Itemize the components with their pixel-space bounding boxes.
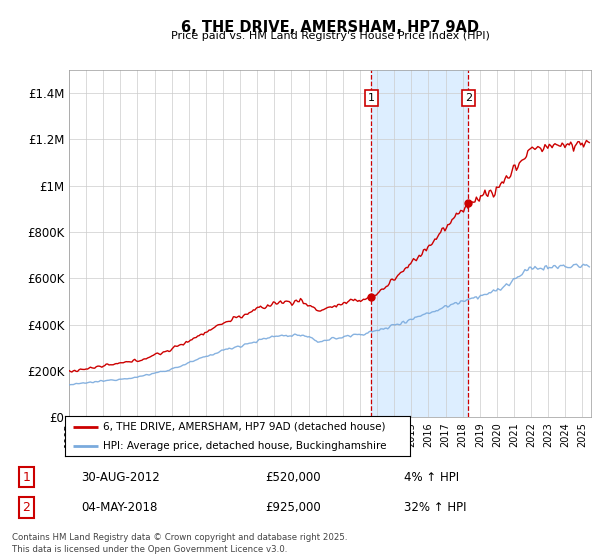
Text: £520,000: £520,000 xyxy=(265,470,321,484)
Text: 2: 2 xyxy=(465,93,472,103)
Text: 1: 1 xyxy=(368,93,375,103)
Text: Price paid vs. HM Land Registry's House Price Index (HPI): Price paid vs. HM Land Registry's House … xyxy=(170,31,490,41)
Text: 1: 1 xyxy=(22,470,31,484)
Text: 6, THE DRIVE, AMERSHAM, HP7 9AD (detached house): 6, THE DRIVE, AMERSHAM, HP7 9AD (detache… xyxy=(103,422,385,432)
Bar xyxy=(371,70,469,417)
Text: HPI: Average price, detached house, Buckinghamshire: HPI: Average price, detached house, Buck… xyxy=(103,441,386,451)
Text: £925,000: £925,000 xyxy=(265,501,321,514)
Text: Contains HM Land Registry data © Crown copyright and database right 2025.
This d: Contains HM Land Registry data © Crown c… xyxy=(12,533,347,554)
Text: 30-AUG-2012: 30-AUG-2012 xyxy=(81,470,160,484)
Text: 2: 2 xyxy=(22,501,31,514)
Text: 4% ↑ HPI: 4% ↑ HPI xyxy=(404,470,459,484)
Text: 04-MAY-2018: 04-MAY-2018 xyxy=(81,501,157,514)
Text: 32% ↑ HPI: 32% ↑ HPI xyxy=(404,501,466,514)
Text: 6, THE DRIVE, AMERSHAM, HP7 9AD: 6, THE DRIVE, AMERSHAM, HP7 9AD xyxy=(181,20,479,35)
